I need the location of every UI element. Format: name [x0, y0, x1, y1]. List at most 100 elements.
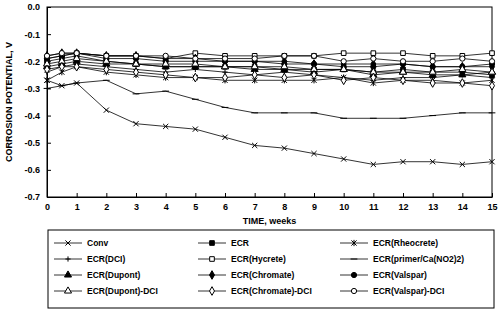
marker: [251, 63, 258, 69]
series-line: [47, 53, 492, 67]
x-tick-mark: [433, 193, 434, 197]
marker: [340, 118, 347, 119]
marker: [489, 112, 496, 113]
marker: [282, 146, 287, 151]
x-tick: 7: [253, 193, 258, 212]
marker: [193, 127, 198, 132]
legend-marker: [65, 256, 70, 261]
y-tick-mark: [47, 170, 51, 171]
marker: [58, 85, 65, 86]
marker: [489, 159, 494, 164]
marker: [489, 75, 494, 80]
x-tick-label: 0: [45, 202, 50, 212]
marker: [312, 54, 317, 59]
marker: [104, 53, 109, 58]
marker: [311, 112, 318, 113]
y-tick-label: -0.1: [24, 30, 40, 40]
legend-marker: [64, 287, 71, 293]
x-tick-label: 5: [193, 202, 198, 212]
marker: [163, 124, 168, 129]
legend-label: ECR(Dupont)-DCI: [87, 286, 158, 296]
x-axis-title: TIME, weeks: [243, 216, 297, 226]
marker: [489, 59, 494, 64]
legend-label: ECR: [231, 238, 249, 248]
marker: [460, 79, 465, 88]
marker: [132, 60, 139, 66]
marker: [460, 56, 465, 61]
marker: [429, 115, 436, 116]
legend-entry: ECR(Dupont): [54, 270, 141, 280]
marker: [222, 56, 227, 61]
marker: [44, 77, 49, 83]
y-tick-mark: [47, 116, 51, 117]
marker: [370, 118, 377, 119]
x-tick: 10: [339, 193, 349, 212]
series-line: [47, 61, 492, 75]
marker: [222, 135, 227, 140]
marker: [401, 76, 406, 85]
x-tick-mark: [195, 193, 196, 197]
legend-label: Conv: [87, 238, 109, 248]
x-tick: 1: [75, 193, 80, 212]
marker: [221, 63, 228, 69]
plot-frame: [47, 7, 492, 197]
x-tick-label: 15: [487, 202, 497, 212]
series-line: [47, 80, 492, 164]
legend-marker: [210, 241, 215, 246]
legend-label: ECR(Valspar)-DCI: [373, 286, 444, 296]
x-tick-label: 12: [398, 202, 408, 212]
marker: [104, 108, 109, 113]
x-tick: 6: [223, 193, 228, 212]
y-tick: -0.3: [24, 84, 51, 94]
marker: [134, 54, 139, 59]
x-tick-label: 7: [253, 202, 258, 212]
legend-label: ECR(Chromate): [231, 270, 294, 280]
legend-entry: ECR(Hycrete): [198, 254, 286, 264]
marker: [311, 151, 316, 156]
marker: [399, 68, 406, 74]
legend-entry: ECR(Rheocrete): [340, 238, 438, 248]
marker: [341, 76, 346, 85]
y-tick: -0.5: [24, 138, 51, 148]
x-tick: 13: [428, 193, 438, 212]
series: [45, 51, 495, 61]
marker: [103, 80, 110, 81]
marker: [281, 63, 288, 69]
x-tick: 8: [282, 193, 287, 212]
legend-entry: ECR(Valspar)-DCI: [340, 286, 444, 296]
legend-label: ECR(primer/Ca(NO2)2): [373, 254, 464, 264]
marker: [341, 156, 346, 161]
marker: [132, 60, 139, 66]
marker: [490, 81, 495, 90]
x-tick: 11: [369, 193, 379, 212]
marker: [251, 112, 258, 113]
x-tick: 9: [312, 193, 317, 212]
marker: [104, 54, 109, 59]
x-tick-mark: [403, 193, 404, 197]
x-tick-mark: [255, 193, 256, 197]
legend-box: [48, 230, 494, 308]
y-tick-mark: [47, 197, 51, 198]
x-tick-mark: [314, 193, 315, 197]
marker: [193, 73, 198, 82]
y-axis-title: CORROSION POTENTIAL, V: [4, 42, 14, 162]
x-tick-label: 9: [312, 202, 317, 212]
marker: [74, 62, 79, 71]
x-tick: 5: [193, 193, 198, 212]
legend-marker: [210, 287, 215, 296]
marker: [430, 59, 435, 64]
legend-marker: [351, 288, 356, 293]
y-tick-label: -0.7: [24, 192, 40, 202]
chart: 0123456789101112131415-0.7-0.6-0.5-0.4-0…: [0, 0, 500, 316]
x-tick-label: 14: [458, 202, 468, 212]
marker: [400, 59, 405, 64]
x-tick-label: 6: [223, 202, 228, 212]
marker: [490, 51, 495, 56]
x-tick: 12: [398, 193, 408, 212]
x-tick-mark: [166, 193, 167, 197]
marker: [134, 68, 139, 77]
marker: [162, 91, 169, 92]
marker: [282, 54, 287, 59]
x-tick-label: 4: [164, 202, 169, 212]
legend-label: ECR(Hycrete): [231, 254, 286, 264]
